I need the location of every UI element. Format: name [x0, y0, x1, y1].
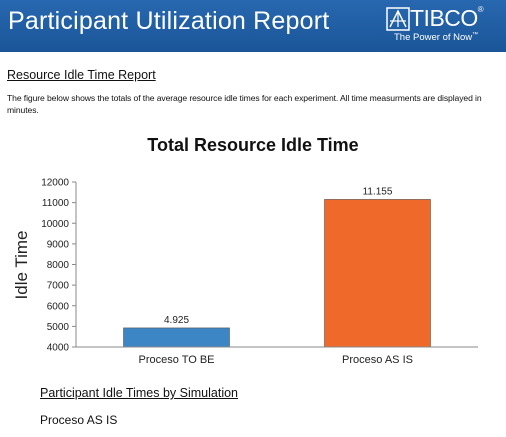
subsection-title: Participant Idle Times by Simulation	[40, 386, 239, 400]
bar-proceso-to-be	[123, 327, 230, 348]
bar-proceso-as-is	[324, 199, 431, 348]
logo-wordmark: TIBCO®	[410, 5, 484, 31]
y-tick-label: 7000	[47, 281, 70, 292]
y-tick-label: 9000	[47, 239, 70, 250]
y-tick-label: 6000	[47, 301, 70, 312]
y-axis-title: Idle Time	[12, 231, 31, 300]
y-tick-label: 12000	[41, 178, 69, 189]
report-header: Participant Utilization Report TIBCO® Th…	[0, 0, 506, 52]
scenario-label: Proceso AS IS	[40, 413, 118, 427]
tibco-logo: TIBCO® The Power of Now™	[386, 5, 498, 47]
y-tick-label: 5000	[47, 322, 70, 333]
y-axis: 4000 5000 6000 7000 8000 9000 10000 11000 12000	[41, 178, 76, 354]
report-title: Participant Utilization Report	[8, 7, 330, 35]
bars: 4.925 11.155	[123, 186, 431, 348]
y-tick-label: 4000	[47, 343, 70, 354]
y-tick-label: 10000	[41, 219, 69, 230]
x-category-label: Proceso TO BE	[138, 354, 214, 366]
x-category-label: Proceso AS IS	[342, 354, 413, 366]
chart-title: Total Resource Idle Time	[147, 135, 358, 155]
logo-tagline: The Power of Now™	[394, 32, 479, 43]
y-tick-label: 8000	[47, 260, 70, 271]
y-tick-label: 11000	[42, 198, 70, 209]
section-title: Resource Idle Time Report	[7, 68, 156, 82]
x-axis-labels: Proceso TO BE Proceso AS IS	[138, 354, 412, 366]
bar-value-label: 4.925	[164, 315, 189, 326]
bar-value-label: 11.155	[363, 186, 393, 197]
tibco-mark-icon	[386, 7, 410, 31]
idle-time-chart: Total Resource Idle Time Idle Time 4000 5…	[12, 135, 478, 366]
section-intro: The figure below shows the totals of the…	[7, 93, 482, 115]
